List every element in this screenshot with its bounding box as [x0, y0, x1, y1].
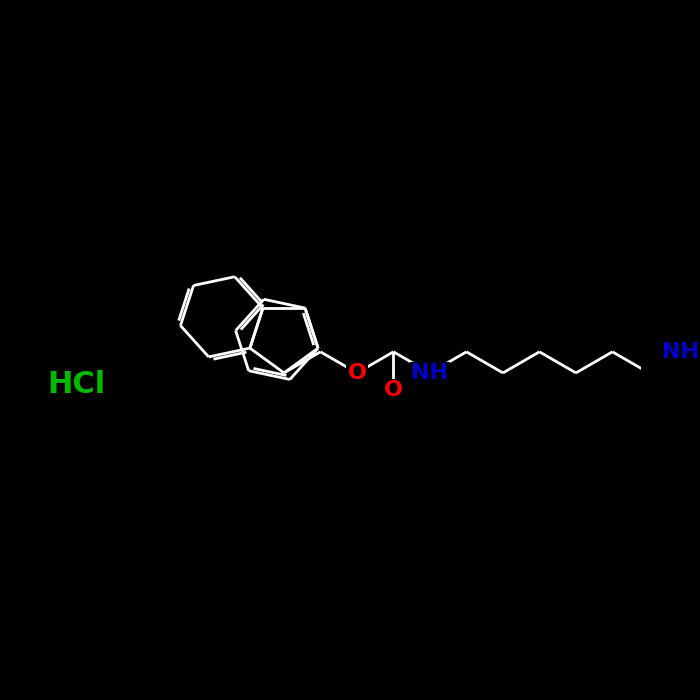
- Text: O: O: [347, 363, 367, 383]
- Text: NH₂: NH₂: [662, 342, 700, 362]
- Text: NH: NH: [412, 363, 449, 383]
- Text: O: O: [384, 380, 403, 400]
- Text: HCl: HCl: [48, 370, 106, 399]
